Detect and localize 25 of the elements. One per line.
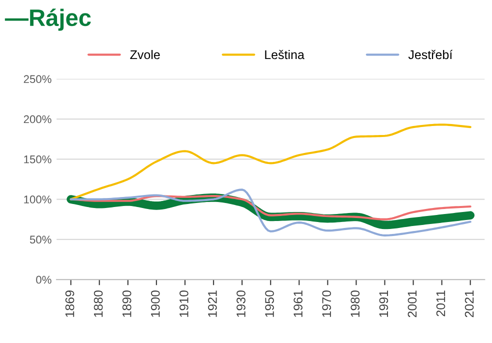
y-tick-label: 50% xyxy=(30,236,52,244)
x-tick-label: 1980 xyxy=(350,290,360,317)
y-tick-label: 100% xyxy=(24,196,52,204)
x-tick-label: 1961 xyxy=(294,290,302,317)
x-tick-label: 1970 xyxy=(322,290,332,317)
legend-label: Zvole xyxy=(130,50,160,60)
y-tick-label: 250% xyxy=(24,75,52,84)
chart-title: —Rájec xyxy=(4,8,91,31)
x-tick-label: 1869 xyxy=(65,290,74,317)
x-tick-label: 2021 xyxy=(464,290,474,318)
x-tick-label: 2011 xyxy=(436,290,446,316)
x-tick-label: 1950 xyxy=(265,290,274,317)
y-tick-label: 200% xyxy=(24,115,52,124)
y-tick-label: 0% xyxy=(36,276,52,284)
x-tick-label: 2001 xyxy=(408,290,417,318)
x-tick-label: 1930 xyxy=(236,290,246,317)
y-tick-label: 150% xyxy=(24,155,52,164)
x-tick-label: 1890 xyxy=(122,290,132,317)
legend-label: Jestřebí xyxy=(408,50,453,60)
x-tick-label: 1900 xyxy=(150,290,160,317)
x-tick-label: 1921 xyxy=(208,290,217,317)
x-tick-label: 1880 xyxy=(94,290,103,317)
x-tick-label: 1910 xyxy=(179,290,188,317)
x-tick-label: 1991 xyxy=(379,290,388,317)
legend-label: Leština xyxy=(265,50,304,60)
